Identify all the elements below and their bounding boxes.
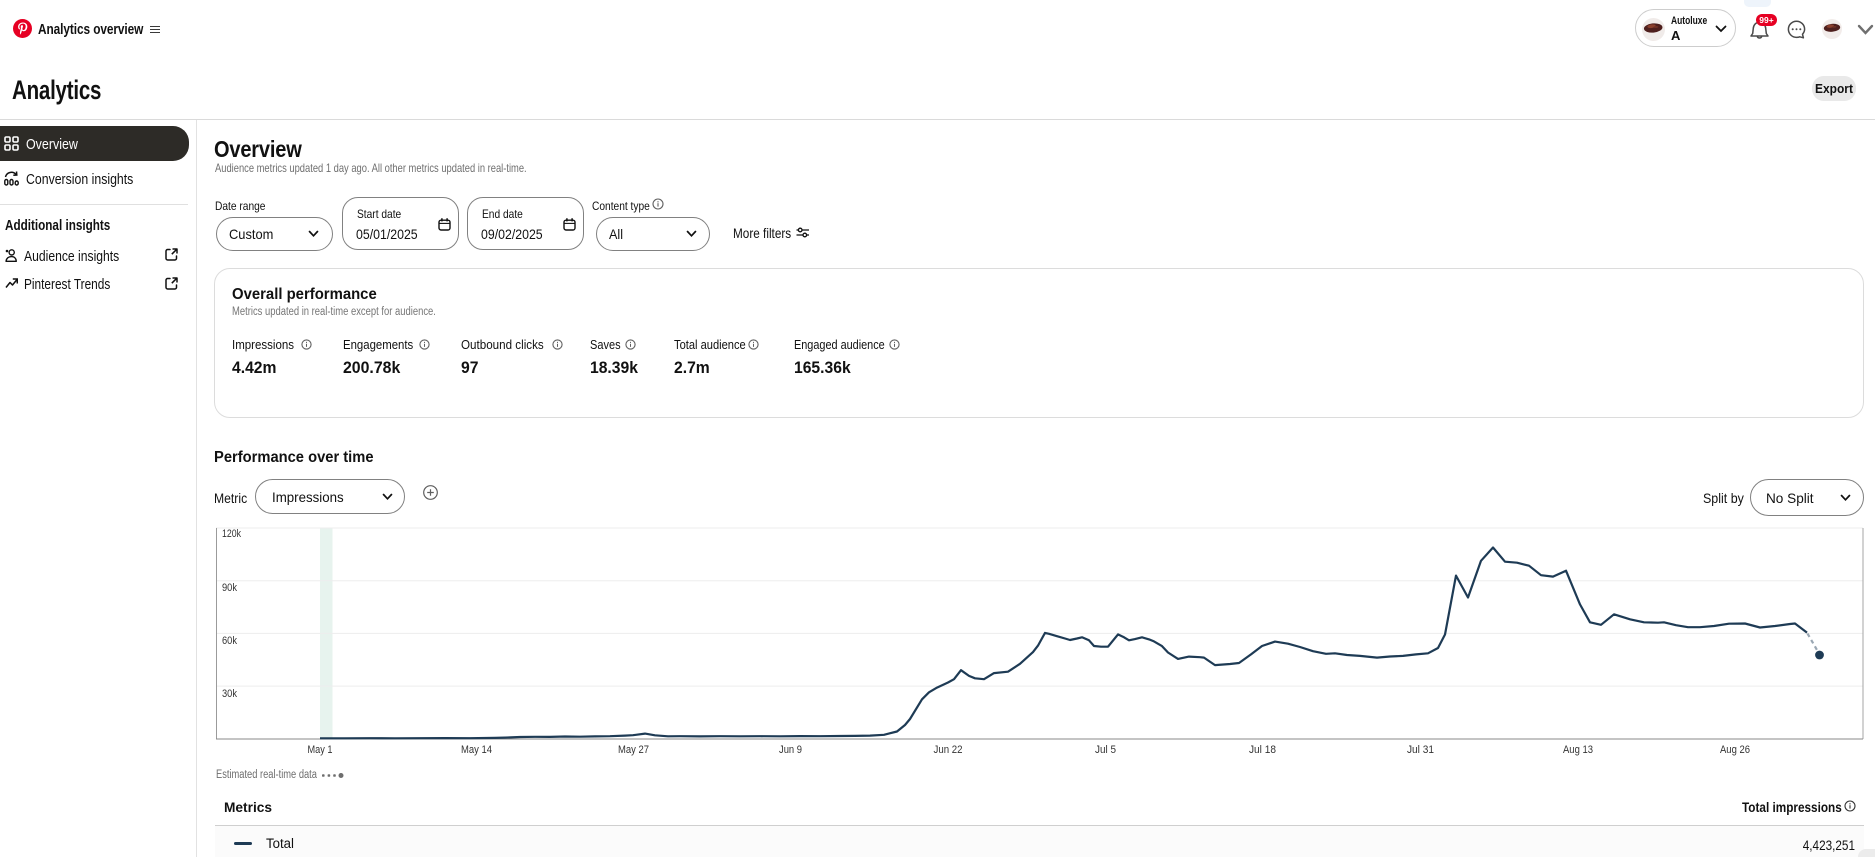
svg-text:May 14: May 14 — [461, 744, 492, 756]
svg-text:May 1: May 1 — [308, 744, 333, 756]
svg-text:Jun 22: Jun 22 — [934, 744, 963, 756]
svg-text:Jul 18: Jul 18 — [1249, 744, 1276, 756]
svg-text:Aug 26: Aug 26 — [1720, 744, 1750, 756]
svg-text:Jun 9: Jun 9 — [779, 744, 802, 756]
svg-text:120k: 120k — [222, 528, 241, 540]
svg-text:60k: 60k — [222, 635, 237, 647]
svg-text:Jul 31: Jul 31 — [1407, 744, 1434, 756]
svg-text:May 27: May 27 — [618, 744, 649, 756]
svg-text:90k: 90k — [222, 582, 237, 594]
svg-text:30k: 30k — [222, 688, 237, 700]
svg-text:Aug 13: Aug 13 — [1563, 744, 1593, 756]
svg-text:Jul 5: Jul 5 — [1095, 744, 1116, 756]
